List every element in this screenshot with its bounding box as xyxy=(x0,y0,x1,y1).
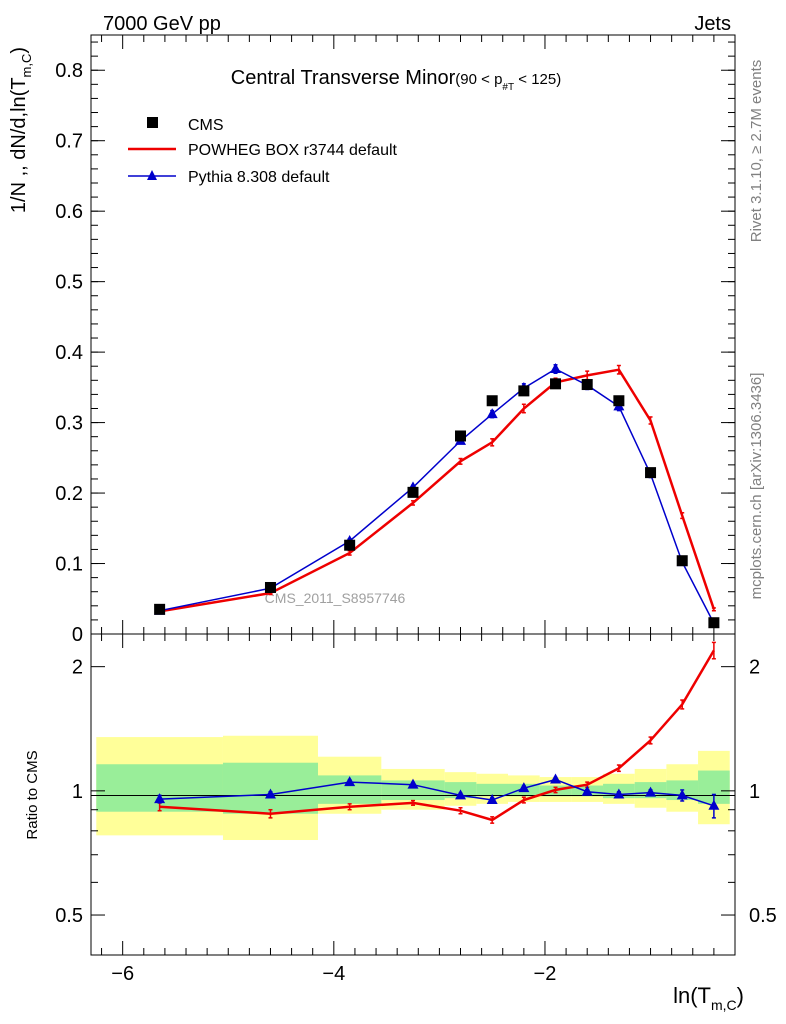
x-axis-label-sub: m,C xyxy=(711,997,737,1013)
pythia-ratio-point xyxy=(407,778,419,789)
plot-title-cut-open: (90 < p xyxy=(455,71,502,88)
y-axis-label-sub: m,C xyxy=(19,54,34,78)
pythia-ratio-point xyxy=(154,793,166,804)
y-axis-label: 1/N ,, dN/d,ln(Tm,C) xyxy=(8,47,34,213)
x-tick-label: −6 xyxy=(111,963,134,985)
pythia-line xyxy=(159,368,715,624)
ratio-y-tick-label: 0.5 xyxy=(55,905,83,927)
x-axis-label-close: ) xyxy=(737,983,744,1008)
cms-data-point xyxy=(154,603,166,615)
main-y-tick-label: 0.5 xyxy=(55,272,83,294)
ratio-y-tick-label-right: 0.5 xyxy=(749,905,777,927)
pythia-point xyxy=(550,363,562,374)
pythia-ratio-point xyxy=(344,776,356,787)
main-y-tick-label: 0.2 xyxy=(55,483,83,505)
main-y-tick-label: 0.8 xyxy=(55,60,83,82)
plot-title: Central Transverse Minor(90 < p#T < 125) xyxy=(231,67,561,93)
main-y-tick-label: 0.7 xyxy=(55,131,83,153)
analysis-watermark: CMS_2011_S8957746 xyxy=(265,590,406,606)
y-axis-label-close: ) xyxy=(8,47,30,54)
plot-title-cut-sub: #T xyxy=(502,82,514,93)
cms-data-point xyxy=(581,379,593,391)
legend-pythia-label: Pythia 8.308 default xyxy=(188,169,330,186)
pythia-ratio-point xyxy=(455,789,467,800)
pythia-ratio-point xyxy=(264,788,276,799)
main-y-tick-label: 0.3 xyxy=(55,413,83,435)
legend-cms-label: CMS xyxy=(188,117,224,134)
main-y-tick-label: 0 xyxy=(72,624,83,646)
pythia-ratio-point xyxy=(518,782,530,793)
ratio-series-layer xyxy=(154,641,720,824)
x-axis-label-main: ln(T xyxy=(673,983,711,1008)
pythia-point xyxy=(486,408,498,419)
x-axis-label: ln(Tm,C) xyxy=(673,983,744,1013)
legend-cms-marker xyxy=(147,117,158,128)
x-tick-label: −2 xyxy=(534,963,557,985)
cms-data-point xyxy=(264,581,276,593)
ratio-y-tick-label-right: 1 xyxy=(749,781,760,803)
pythia-ratio-point xyxy=(676,789,688,800)
category-label: Jets xyxy=(694,13,731,35)
powheg-line xyxy=(159,368,716,613)
y-axis-label-main: 1/N ,, dN/d,ln(T xyxy=(8,77,30,213)
main-y-tick-label: 0.6 xyxy=(55,201,83,223)
cms-uncertainty-band-green xyxy=(222,762,318,814)
ratio-panel: 0.5 0.5 1 1 2 2 −6 −4 −2 Ratio to CMS ln(Tm,C) xyxy=(24,633,777,1013)
plot-title-main: Central Transverse Minor xyxy=(231,67,456,89)
pythia-ratio-point xyxy=(708,799,720,810)
pythia-ratio-point xyxy=(613,788,625,799)
pythia-ratio-point xyxy=(486,794,498,805)
legend-pythia-marker xyxy=(147,170,157,180)
cms-data-point xyxy=(550,378,562,390)
x-tick-label: −4 xyxy=(322,963,345,985)
ratio-frame xyxy=(90,633,736,956)
cms-data-point xyxy=(676,555,688,567)
mcplots-label: mcplots.cern.ch [arXiv:1306.3436] xyxy=(748,373,765,600)
ratio-y-tick-label: 1 xyxy=(72,781,83,803)
pythia-ratio-point xyxy=(645,786,657,797)
legend-powheg-label: POWHEG BOX r3744 default xyxy=(188,142,398,159)
cms-data-point xyxy=(613,395,625,407)
cms-data-point xyxy=(344,539,356,551)
cms-data-point xyxy=(645,467,657,479)
cms-data-point xyxy=(407,486,419,498)
cms-data-point xyxy=(486,395,498,407)
ratio-y-tick-label: 2 xyxy=(72,657,83,679)
main-y-tick-label: 0.1 xyxy=(55,554,83,576)
rivet-version-label: Rivet 3.1.10, ≥ 2.7M events xyxy=(748,60,765,243)
legend: CMS POWHEG BOX r3744 default Pythia 8.30… xyxy=(128,117,398,186)
ratio-ticks: 0.5 0.5 1 1 2 2 −6 −4 −2 xyxy=(55,634,777,985)
ratio-y-axis-label: Ratio to CMS xyxy=(24,750,41,839)
cms-data-point xyxy=(708,617,720,629)
plot-title-cut-close: < 125) xyxy=(514,71,561,88)
ratio-y-tick-label-right: 2 xyxy=(749,657,760,679)
pythia-ratio-point xyxy=(550,773,562,784)
cms-data-point xyxy=(455,430,467,442)
pythia-ratio-point xyxy=(581,785,593,796)
energy-label: 7000 GeV pp xyxy=(103,13,221,35)
main-y-tick-label: 0.4 xyxy=(55,342,83,364)
main-series-layer xyxy=(154,363,720,629)
cms-uncertainty-band-green xyxy=(476,783,509,797)
main-panel: 0 0.1 0.2 0.3 0.4 0.5 0.6 0.7 0.8 CMS_2011_S8957… xyxy=(8,34,736,646)
cms-data-point xyxy=(518,385,530,397)
